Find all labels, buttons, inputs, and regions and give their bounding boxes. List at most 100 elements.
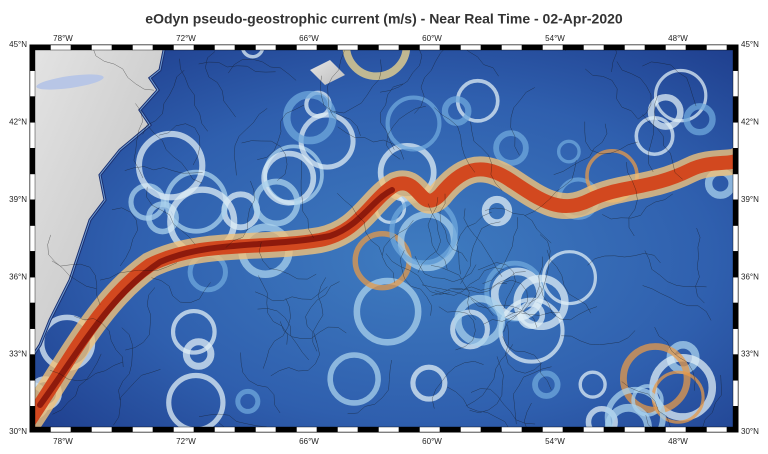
border-cell	[732, 122, 739, 149]
graticule-labels: 78°W 78°W 72°W 72°W 66°W 66°W 60°W 60°W 54°W 54°W…	[9, 34, 759, 446]
eddy	[283, 90, 337, 145]
eddy	[493, 130, 529, 166]
eddy	[385, 95, 442, 152]
streamline	[483, 312, 560, 325]
streamline	[113, 369, 161, 426]
streamline	[337, 126, 405, 160]
border-cell	[132, 44, 154, 51]
border-cell	[29, 277, 36, 304]
border-cell	[337, 426, 359, 433]
border-cell	[706, 44, 728, 51]
streamline	[158, 123, 201, 166]
eddy	[441, 96, 472, 126]
border-cell	[29, 225, 36, 252]
border-cell	[29, 251, 36, 278]
border-cell	[732, 225, 739, 252]
lat-label: 39°N	[741, 195, 759, 204]
streamline	[399, 250, 432, 316]
streamline	[379, 83, 404, 150]
eddy	[170, 308, 217, 355]
streamline	[262, 298, 291, 369]
border-cell	[132, 426, 154, 433]
border-cell	[214, 44, 236, 51]
streamline	[257, 308, 309, 361]
border-cell	[29, 354, 36, 381]
streamline	[510, 87, 535, 156]
border-cell	[419, 426, 441, 433]
streamline	[644, 250, 707, 288]
border-cell	[460, 426, 482, 433]
streamline	[258, 241, 317, 280]
border-cell	[583, 426, 605, 433]
streamline	[502, 336, 552, 390]
border-cell	[732, 147, 739, 175]
border-cell	[29, 380, 36, 407]
map-body	[30, 45, 738, 432]
streamline	[561, 330, 636, 346]
streamline	[695, 228, 705, 304]
streamline	[524, 160, 577, 216]
eddy	[450, 309, 490, 350]
border-cell	[378, 426, 400, 433]
lon-label: 72°W	[176, 34, 196, 43]
streamline	[92, 46, 155, 91]
border-cell	[460, 44, 482, 51]
lat-label: 30°N	[741, 427, 759, 436]
streamline	[431, 361, 484, 409]
streamline	[279, 321, 347, 339]
streamline	[417, 203, 441, 273]
border-cell	[337, 44, 359, 51]
streamline	[47, 234, 97, 289]
border-cell	[316, 44, 338, 51]
border-cell	[644, 426, 666, 433]
border-cell	[732, 328, 739, 355]
border-cell	[29, 44, 36, 71]
graticule-border	[29, 44, 739, 433]
border-cell	[732, 302, 739, 329]
streamline	[430, 265, 477, 320]
lat-label: 45°N	[9, 40, 27, 49]
streamline	[111, 207, 138, 267]
streamline	[381, 220, 414, 283]
streamline	[523, 402, 532, 432]
streamline	[585, 68, 638, 119]
streamline	[434, 267, 504, 296]
streamline	[258, 275, 288, 345]
border-cell	[255, 44, 277, 51]
eddy	[585, 405, 618, 432]
streamline	[300, 160, 314, 238]
border-cell	[173, 44, 195, 51]
border-cell	[542, 426, 564, 433]
streamline	[654, 326, 696, 391]
eddy	[182, 338, 215, 370]
streamline	[470, 298, 538, 328]
border-cell	[603, 44, 625, 51]
lat-label: 42°N	[741, 118, 759, 127]
lon-label: 72°W	[176, 437, 196, 446]
streamline	[616, 61, 652, 120]
lon-label: 54°W	[545, 34, 565, 43]
border-cell	[665, 426, 687, 433]
streamline	[434, 107, 476, 173]
eddy	[532, 370, 561, 399]
border-cell	[732, 354, 739, 381]
border-cell	[193, 426, 215, 433]
border-cell	[706, 426, 728, 433]
border-cell	[501, 44, 523, 51]
border-cell	[70, 44, 92, 51]
border-cell	[562, 426, 584, 433]
streamline	[51, 260, 101, 305]
border-cell	[603, 426, 625, 433]
border-cell	[234, 426, 256, 433]
streamline	[528, 234, 551, 304]
eddy	[252, 178, 301, 227]
eddy	[327, 352, 381, 406]
border-cell	[234, 44, 256, 51]
border-cell	[732, 199, 739, 226]
coast	[30, 45, 166, 361]
streamline	[49, 361, 124, 382]
map-title: eOdyn pseudo-geostrophic current (m/s) -…	[145, 11, 623, 27]
streamline	[327, 50, 345, 123]
border-cell	[214, 426, 236, 433]
